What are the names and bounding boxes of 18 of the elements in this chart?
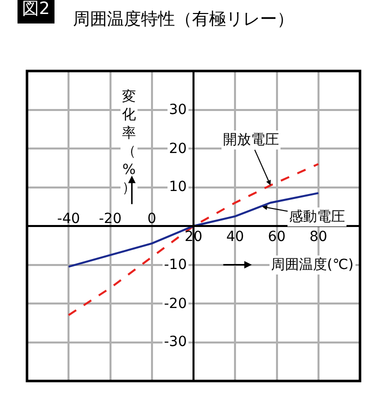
y-axis-title: 変化率（%） [122,89,136,196]
text: 開放電圧 [223,132,279,148]
x2-tick-label: 0 [147,211,156,228]
caption: 図2 [22,0,50,19]
y-tick-label: -30 [164,334,187,350]
x-tick-label: 60 [268,229,286,245]
x-axis-title: 周囲温度(℃) [271,257,354,273]
y-tick-label: 30 [169,102,187,118]
x2-tick-label: -20 [98,211,122,228]
y-tick-label: 20 [169,141,187,157]
series-label: 感動電圧 [289,209,345,225]
y-tick-label: 10 [169,179,187,195]
x-tick-label: 80 [309,229,328,245]
y-tick-label: -10 [164,257,187,273]
y-tick-label: -20 [164,296,187,312]
chart-title: 周囲温度特性（有極リレー） [73,10,294,30]
x2-tick-label: -40 [57,211,80,228]
x-tick-label: 40 [226,229,244,245]
